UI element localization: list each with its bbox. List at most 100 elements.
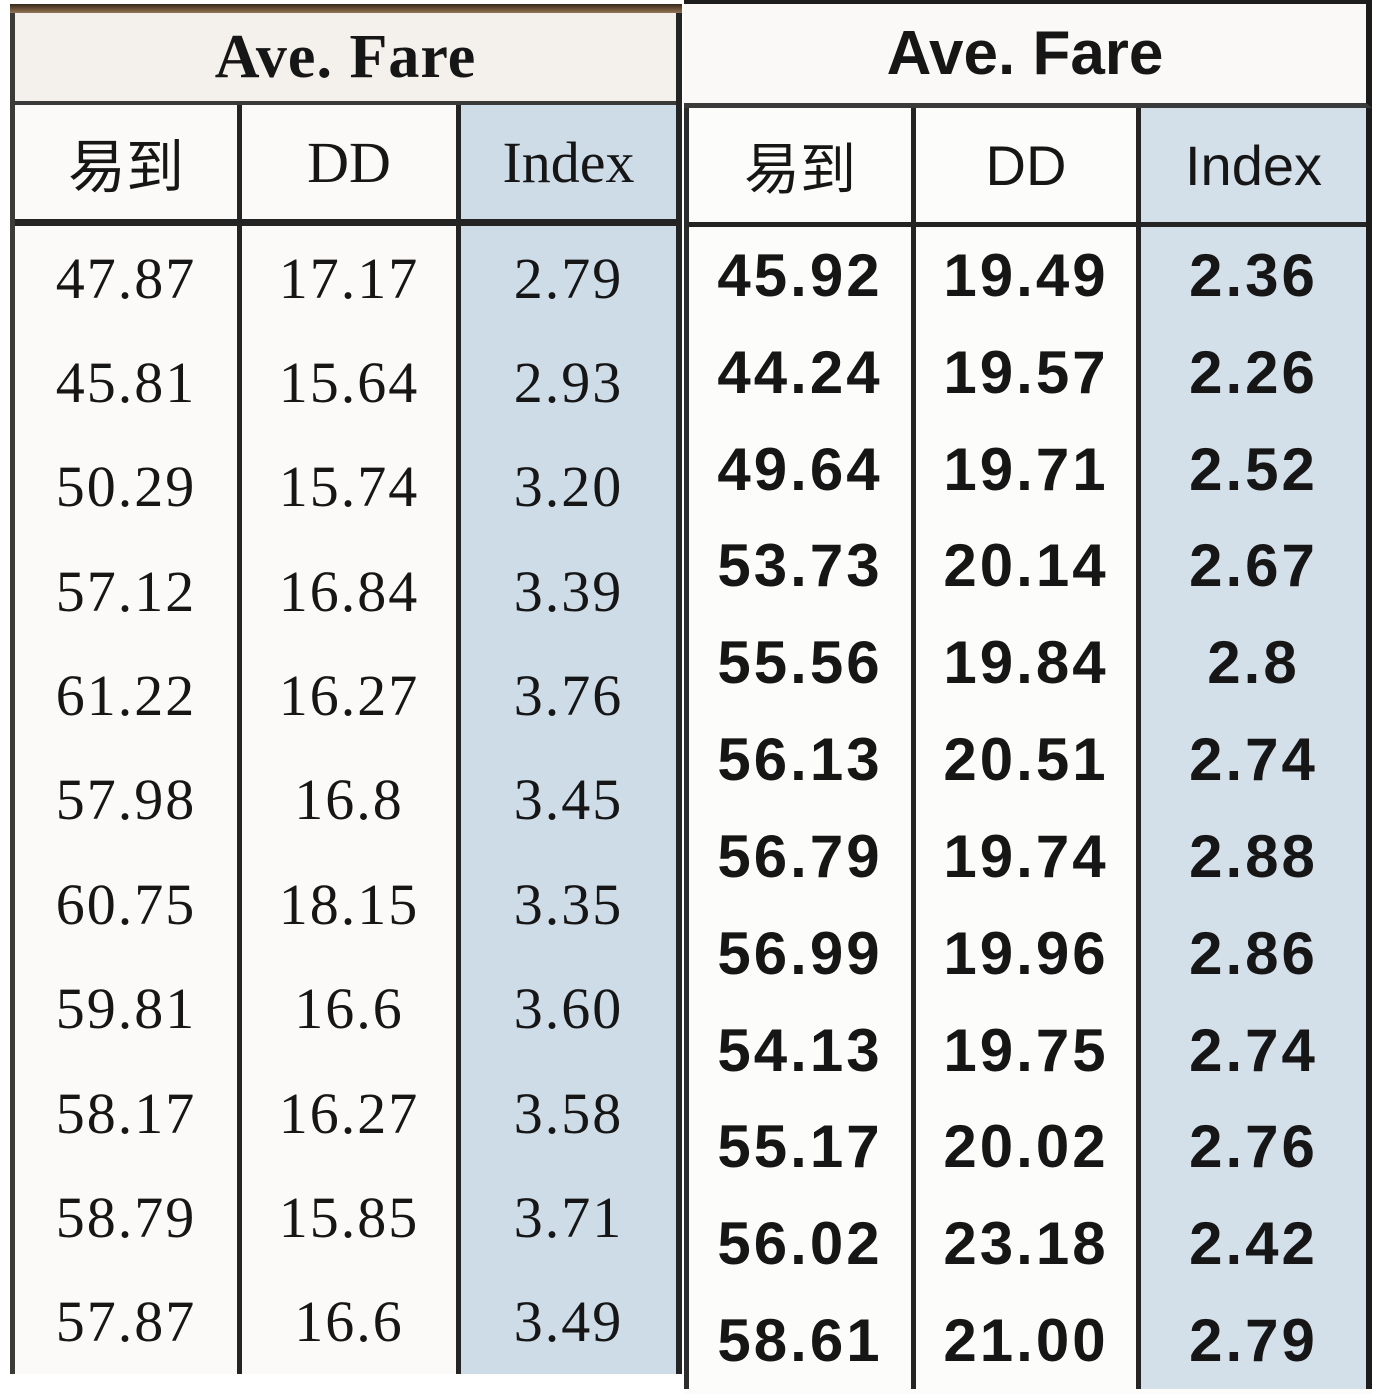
dd-cell: 17.17 (237, 226, 461, 331)
yidao-cell: 57.98 (55, 767, 197, 833)
yidao-cell: 56.79 (717, 822, 883, 890)
dd-cell: 23.18 (911, 1195, 1141, 1293)
table-row: 60.75 18.15 3.35 (15, 852, 676, 957)
index-cell: 2.26 (1141, 323, 1366, 421)
yidao-cell: 55.17 (717, 1113, 883, 1181)
index-cell: 3.49 (461, 1269, 676, 1374)
index-cell: 2.86 (1141, 904, 1366, 1002)
column-header-dd: DD (237, 105, 461, 219)
table-row: 56.13 20.51 2.74 (689, 711, 1366, 808)
dd-cell: 19.71 (911, 420, 1141, 518)
table-row: 57.98 16.8 3.45 (15, 747, 676, 853)
table-row: 56.99 19.96 2.86 (689, 904, 1366, 1002)
yidao-cell: 58.79 (55, 1184, 197, 1250)
index-cell: 2.8 (1141, 614, 1366, 712)
table-row: 49.64 19.71 2.52 (689, 420, 1366, 518)
yidao-cell: 57.87 (55, 1289, 197, 1355)
table-row: 53.73 20.14 2.67 (689, 517, 1366, 615)
yidao-cell: 47.87 (55, 245, 197, 311)
yidao-cell: 56.13 (717, 726, 883, 794)
table-row: 57.87 16.6 3.49 (15, 1269, 676, 1374)
index-cell: 2.74 (1141, 711, 1366, 808)
table-rows: 47.87 17.17 2.79 45.81 15.64 2.93 50.29 15.74 3.… (15, 226, 676, 1374)
yidao-cell: 54.13 (717, 1016, 883, 1084)
dd-cell: 20.14 (911, 517, 1141, 615)
yidao-cell: 45.92 (717, 241, 883, 309)
yidao-cell: 59.81 (55, 976, 197, 1042)
fare-table-left: Ave. Fare 易到 DD Index 47.87 17.17 2.79 45.8… (10, 4, 682, 1374)
table-row: 59.81 16.6 3.60 (15, 956, 676, 1061)
dd-cell: 21.00 (911, 1292, 1141, 1389)
table-rows: 45.92 19.49 2.36 44.24 19.57 2.26 49.64 19.71 2.… (689, 227, 1366, 1389)
index-cell: 3.35 (461, 852, 676, 957)
index-cell: 3.58 (461, 1060, 676, 1166)
table-row: 54.13 19.75 2.74 (689, 1001, 1366, 1099)
dd-cell: 19.57 (911, 323, 1141, 421)
dd-cell: 19.49 (911, 227, 1141, 324)
yidao-cell: 60.75 (55, 871, 197, 937)
table-row: 58.17 16.27 3.58 (15, 1060, 676, 1166)
dd-cell: 16.6 (237, 956, 461, 1061)
dd-cell: 16.27 (237, 1060, 461, 1166)
dd-cell: 19.74 (911, 807, 1141, 905)
dd-cell: 15.74 (237, 434, 461, 540)
dd-cell: 18.15 (237, 852, 461, 957)
table-title: Ave. Fare (684, 4, 1372, 108)
index-cell: 3.76 (461, 643, 676, 748)
table-row: 44.24 19.57 2.26 (689, 323, 1366, 421)
table-body: Ave. Fare 易到 DD Index 47.87 17.17 2.79 45.8… (10, 13, 682, 1374)
table-row: 55.56 19.84 2.8 (689, 614, 1366, 712)
yidao-cell: 57.12 (55, 558, 197, 624)
yidao-cell: 50.29 (55, 454, 197, 520)
dd-cell: 19.96 (911, 904, 1141, 1002)
index-cell: 2.74 (1141, 1001, 1366, 1099)
table-row: 47.87 17.17 2.79 (15, 226, 676, 331)
yidao-cell: 56.02 (717, 1210, 883, 1278)
table-row: 45.81 15.64 2.93 (15, 330, 676, 435)
dd-cell: 19.84 (911, 614, 1141, 712)
table-row: 56.02 23.18 2.42 (689, 1195, 1366, 1293)
column-header-yidao: 易到 (67, 135, 184, 200)
table-body: 易到 DD Index 45.92 19.49 2.36 44.24 19.57 2.26… (684, 108, 1372, 1389)
dd-cell: 16.8 (237, 747, 461, 853)
column-header-row: 易到 DD Index (689, 108, 1366, 227)
fare-table-right: Ave. Fare 易到 DD Index 45.92 19.49 2.36 44.2… (684, 0, 1372, 1394)
index-cell: 3.60 (461, 956, 676, 1061)
index-cell: 2.36 (1141, 227, 1366, 324)
yidao-cell: 53.73 (717, 532, 883, 600)
yidao-cell: 45.81 (55, 350, 197, 416)
index-cell: 2.52 (1141, 420, 1366, 518)
table-row: 45.92 19.49 2.36 (689, 227, 1366, 324)
table-row: 58.61 21.00 2.79 (689, 1292, 1366, 1389)
yidao-cell: 56.99 (717, 919, 883, 987)
index-cell: 2.79 (1141, 1292, 1366, 1389)
table-title: Ave. Fare (15, 13, 676, 105)
index-cell: 3.45 (461, 747, 676, 853)
yidao-cell: 55.56 (717, 629, 883, 697)
index-cell: 2.42 (1141, 1195, 1366, 1293)
index-cell: 2.76 (1141, 1098, 1366, 1196)
dd-cell: 15.85 (237, 1165, 461, 1270)
index-cell: 2.93 (461, 330, 676, 435)
column-header-yidao: 易到 (744, 137, 856, 201)
yidao-cell: 49.64 (717, 435, 883, 503)
table-row: 58.79 15.85 3.71 (15, 1165, 676, 1270)
dd-cell: 16.27 (237, 643, 461, 748)
yidao-cell: 58.61 (717, 1307, 883, 1375)
column-header-index: Index (1141, 108, 1366, 222)
column-header-index: Index (461, 105, 676, 219)
yidao-cell: 61.22 (55, 663, 197, 729)
dd-cell: 16.84 (237, 539, 461, 644)
index-cell: 3.71 (461, 1165, 676, 1270)
index-cell: 3.39 (461, 539, 676, 644)
table-row: 56.79 19.74 2.88 (689, 807, 1366, 905)
table-top-border (10, 4, 682, 13)
dd-cell: 20.51 (911, 711, 1141, 808)
column-header-dd: DD (911, 108, 1141, 222)
column-header-row: 易到 DD Index (15, 105, 676, 226)
yidao-cell: 44.24 (717, 338, 883, 406)
yidao-cell: 58.17 (55, 1080, 197, 1146)
table-row: 57.12 16.84 3.39 (15, 539, 676, 644)
dd-cell: 15.64 (237, 330, 461, 435)
index-cell: 2.67 (1141, 517, 1366, 615)
